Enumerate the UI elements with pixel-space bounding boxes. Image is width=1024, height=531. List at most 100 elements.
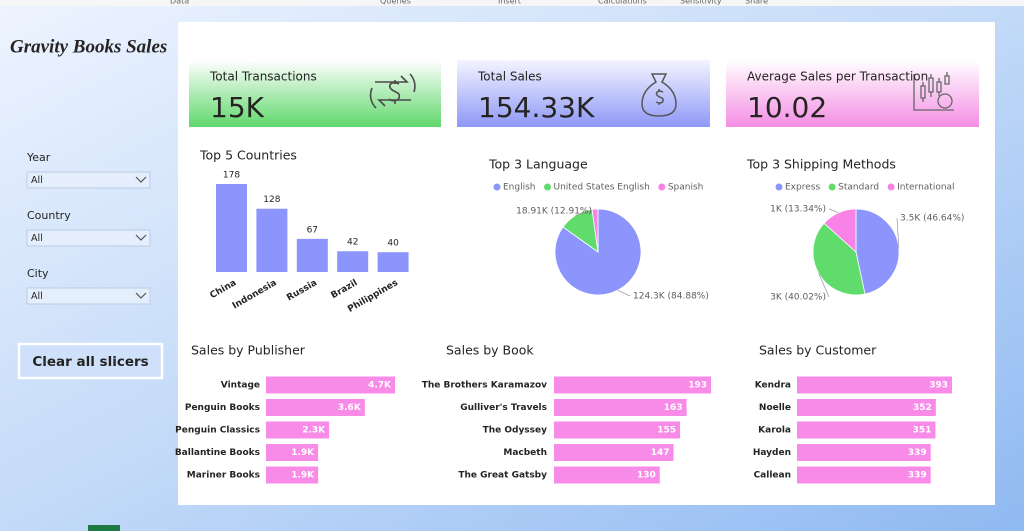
data-label: 393 [929,381,948,391]
data-label: 42 [347,238,358,248]
ribbon-tab[interactable]: Calculations [598,0,647,6]
bar [266,444,319,461]
kpi-card [726,60,979,127]
kpi-label: Average Sales per Transaction [747,70,928,84]
kpi-icon [369,73,416,109]
data-label: 128 [263,195,280,205]
data-label: 339 [908,471,927,481]
data-label: 2.3K [302,426,326,436]
data-label: 124.3K (84.88%) [633,292,709,302]
data-label: 3K (40.02%) [770,293,826,303]
pie-slice [823,208,857,253]
y-tick-label: Vintage [221,381,260,391]
chart-title: Sales by Customer [759,343,877,358]
y-tick-label: Penguin Classics [175,426,260,436]
data-label: 3.6K [338,403,362,413]
kpi-label: Total Transactions [209,70,317,84]
slicer-value[interactable]: All [31,175,43,186]
data-label: 352 [913,403,932,413]
report-title: Gravity Books Sales [10,36,167,57]
slicer-dropdown[interactable] [26,229,151,247]
kpi-value: 15K [210,91,265,124]
leader-line [896,217,900,248]
bar [797,421,936,439]
y-tick-label: The Brothers Karamazov [422,381,547,391]
y-tick-label: Karola [758,426,791,436]
bar [554,376,711,394]
data-label: 40 [387,239,399,249]
data-label: 3.5K (46.64%) [900,214,964,224]
kpi-value: 10.02 [747,91,827,124]
data-label: 155 [657,426,676,436]
slicer-label: Year [26,151,51,164]
leader-line [828,208,839,214]
y-tick-label: Noelle [759,403,791,413]
bar [554,466,660,484]
ribbon-tab[interactable]: Share [745,0,768,6]
y-tick-label: The Odyssey [483,426,548,436]
bar [337,251,369,272]
y-tick-label: Macbeth [503,448,547,458]
slicer-value[interactable]: All [31,291,43,302]
bar [266,421,330,439]
data-label: 67 [307,225,318,235]
data-label: 1K (13.34%) [770,205,826,215]
clear-button-label[interactable]: Clear all slicers [32,354,148,370]
legend-label: International [897,183,954,193]
slicer-panel: Year All Country All City All [26,151,151,305]
data-label: 351 [913,426,932,436]
slicer-chevron [135,292,147,299]
legend-marker [544,183,551,191]
data-label: 130 [637,471,656,481]
ribbon-tab[interactable]: Queries [380,0,411,6]
chart-title: Top 5 Countries [199,148,297,163]
leader-line [575,210,596,216]
slicer-label: City [27,267,49,280]
data-label: 163 [664,403,683,413]
ribbon-tab[interactable]: Sensitivity [680,0,722,6]
y-tick-label: Penguin Books [185,403,260,413]
y-tick-label: Mariner Books [187,471,260,481]
ribbon-tab[interactable]: Data [170,0,189,6]
y-tick-label: Kendra [755,381,791,391]
bar [216,184,247,272]
kpi-card [457,60,710,127]
kpi-value: 154.33K [478,91,595,124]
kpi-icon [641,73,677,117]
chart-title: Sales by Publisher [191,343,306,358]
y-tick-label: Ballantine Books [175,448,260,458]
kpi-icon [913,72,954,111]
pie-slice [591,208,599,253]
slicer-dropdown[interactable] [26,287,151,305]
bar [256,208,288,272]
bar [797,466,931,484]
kpi-label: Total Sales [477,70,542,84]
clear-button[interactable] [17,342,164,380]
legend-marker [828,183,836,191]
leader-line [617,289,631,297]
data-label: 193 [688,381,707,391]
data-label: 147 [651,448,670,458]
bar [554,399,687,416]
ribbon-tab[interactable]: Insert [498,0,521,6]
y-tick-label: Callean [754,471,791,481]
slicer-dropdown[interactable] [26,171,151,189]
slicer-value[interactable]: All [31,233,43,244]
data-label: 4.7K [368,381,392,391]
data-label: 339 [908,448,927,458]
bar [266,466,319,484]
pie-slice [812,222,866,296]
y-tick-label: Gulliver's Travels [460,403,547,413]
slicer-chevron [135,234,147,241]
bar [266,376,395,394]
bar [797,376,952,394]
data-label: 1.9K [291,471,315,481]
legend-label: English [503,183,536,193]
bar [266,399,365,416]
bar [797,444,931,461]
legend-label: Spanish [668,183,704,193]
data-label: 1.9K [291,448,315,458]
legend-label: United States English [554,183,650,193]
